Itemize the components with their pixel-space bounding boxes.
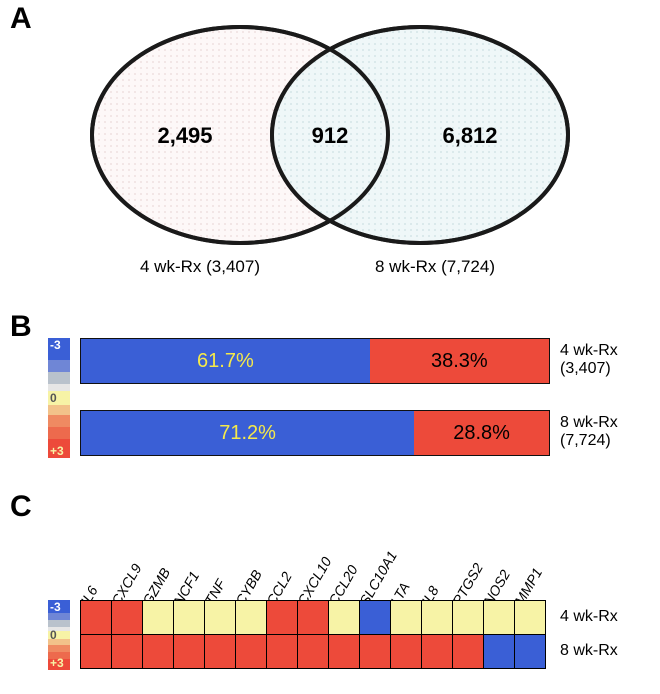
heatmap-cell: [390, 601, 421, 635]
venn-right-caption: 8 wk-Rx (7,724): [335, 257, 535, 277]
panel-label-A: A: [10, 2, 32, 36]
heatmap-row-label: 8 wk-Rx: [560, 642, 618, 660]
bar-red-segment: 28.8%: [414, 411, 549, 455]
heatmap-cell: [297, 601, 328, 635]
heatmap-row: [80, 635, 545, 669]
scale-segment: [48, 391, 70, 405]
heatmap-cell: [297, 635, 328, 669]
scale-segment: [48, 652, 70, 659]
heatmap-cell: [111, 601, 142, 635]
heatmap-cell: [173, 635, 204, 669]
heatmap-cell: [359, 601, 390, 635]
heatmap-cell: [328, 635, 359, 669]
heatmap-C: [80, 600, 546, 669]
scale-segment: [48, 384, 70, 391]
panel-label-B: B: [10, 310, 32, 344]
bar-blue-segment: 71.2%: [81, 411, 414, 455]
heatmap-cell: [421, 635, 452, 669]
color-scale-C: -30+3: [48, 600, 70, 670]
heatmap-cell: [142, 635, 173, 669]
heatmap-cell: [235, 635, 266, 669]
bar-blue-segment: 61.7%: [81, 339, 370, 383]
heatmap-cell: [80, 635, 111, 669]
scale-segment: [48, 600, 70, 613]
scale-segment: [48, 659, 70, 670]
heatmap-cell: [142, 601, 173, 635]
scale-segment: [48, 439, 70, 458]
scale-segment: [48, 415, 70, 427]
heatmap-cell: [483, 635, 514, 669]
scale-segment: [48, 620, 70, 627]
heatmap-cell: [266, 635, 297, 669]
heatmap-cell: [235, 601, 266, 635]
bar-red-segment: 38.3%: [370, 339, 549, 383]
scale-segment: [48, 645, 70, 652]
heatmap-cell: [173, 601, 204, 635]
scale-segment: [48, 338, 70, 360]
heatmap-cell: [390, 635, 421, 669]
heatmap-cell: [328, 601, 359, 635]
scale-segment: [48, 405, 70, 415]
heatmap-cell: [359, 635, 390, 669]
heatmap-cell: [514, 635, 545, 669]
heatmap-cell: [204, 601, 235, 635]
scale-segment: [48, 613, 70, 620]
heatmap-cell: [421, 601, 452, 635]
panel-label-C: C: [10, 490, 32, 524]
heatmap-cell: [452, 635, 483, 669]
venn-diagram: 2,495 912 6,812: [30, 5, 630, 275]
heatmap-row-label: 4 wk-Rx: [560, 608, 618, 626]
stacked-bar: 61.7%38.3%: [80, 338, 550, 384]
heatmap-cell: [266, 601, 297, 635]
heatmap-row: [80, 601, 545, 635]
heatmap-cell: [111, 635, 142, 669]
bar-row-label: 8 wk-Rx(7,724): [560, 414, 618, 449]
heatmap-cell: [80, 601, 111, 635]
venn-left-caption: 4 wk-Rx (3,407): [100, 257, 300, 277]
heatmap-cell: [204, 635, 235, 669]
bar-row-label: 4 wk-Rx(3,407): [560, 342, 618, 377]
color-scale-B: -30+3: [48, 338, 70, 458]
scale-segment: [48, 427, 70, 439]
venn-overlap-value: 912: [312, 123, 349, 148]
heatmap-cell: [483, 601, 514, 635]
heatmap-cell: [452, 601, 483, 635]
figure-root: A 2,495 912 6,812 4 wk-Rx (3,407) 8 wk-R…: [0, 0, 660, 694]
venn-left-value: 2,495: [157, 123, 212, 148]
scale-segment: [48, 372, 70, 384]
scale-segment: [48, 631, 70, 639]
stacked-bar: 71.2%28.8%: [80, 410, 550, 456]
heatmap-cell: [514, 601, 545, 635]
scale-segment: [48, 360, 70, 372]
venn-right-value: 6,812: [442, 123, 497, 148]
